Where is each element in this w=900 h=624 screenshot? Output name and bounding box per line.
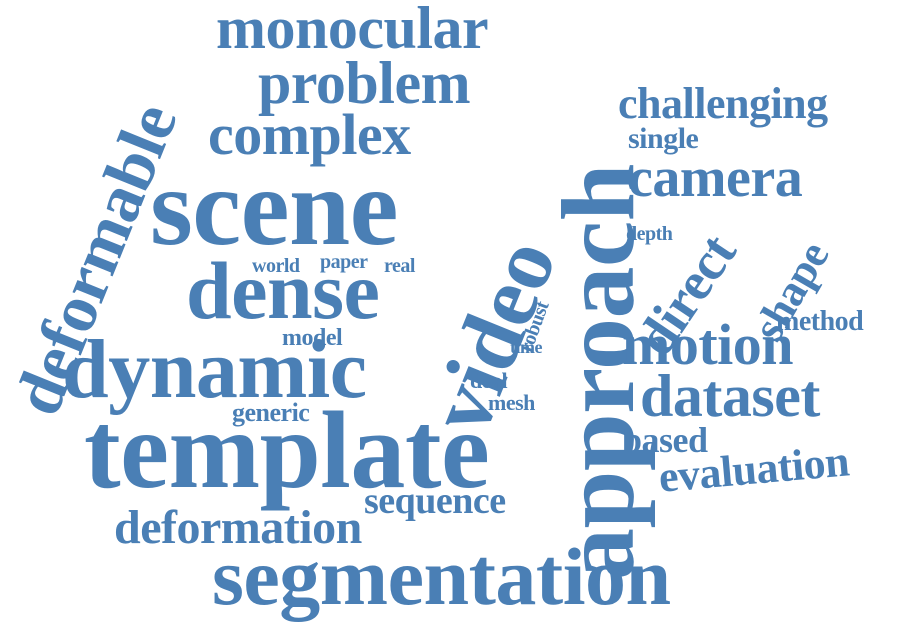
word-monocular: monocular [216,0,489,61]
word-real: real [384,255,415,277]
word-challenging: challenging [618,79,828,128]
word-mesh: mesh [488,390,535,415]
word-template: template [84,389,490,511]
word-camera: camera [628,147,803,209]
word-time: time [510,337,542,357]
word-single: single [628,122,699,155]
word-method: method [776,306,864,337]
word-complex: complex [208,102,411,167]
word-dense: dense [186,245,380,336]
word-problem: problem [258,50,471,116]
word-generic: generic [232,398,310,427]
word-segmentation: segmentation [212,531,671,622]
word-depth: depth [626,223,673,245]
word-deal: deal [470,368,508,393]
word-deformation: deformation [114,501,362,554]
word-dataset: dataset [640,363,820,429]
word-model: model [282,325,343,351]
word-motion: motion [622,312,794,377]
word-world: world [252,255,300,277]
word-based: based [622,420,708,460]
word-scene: scene [150,146,398,268]
word-paper: paper [320,251,368,273]
word-sequence: sequence [364,480,506,522]
word-dynamic: dynamic [62,323,367,416]
